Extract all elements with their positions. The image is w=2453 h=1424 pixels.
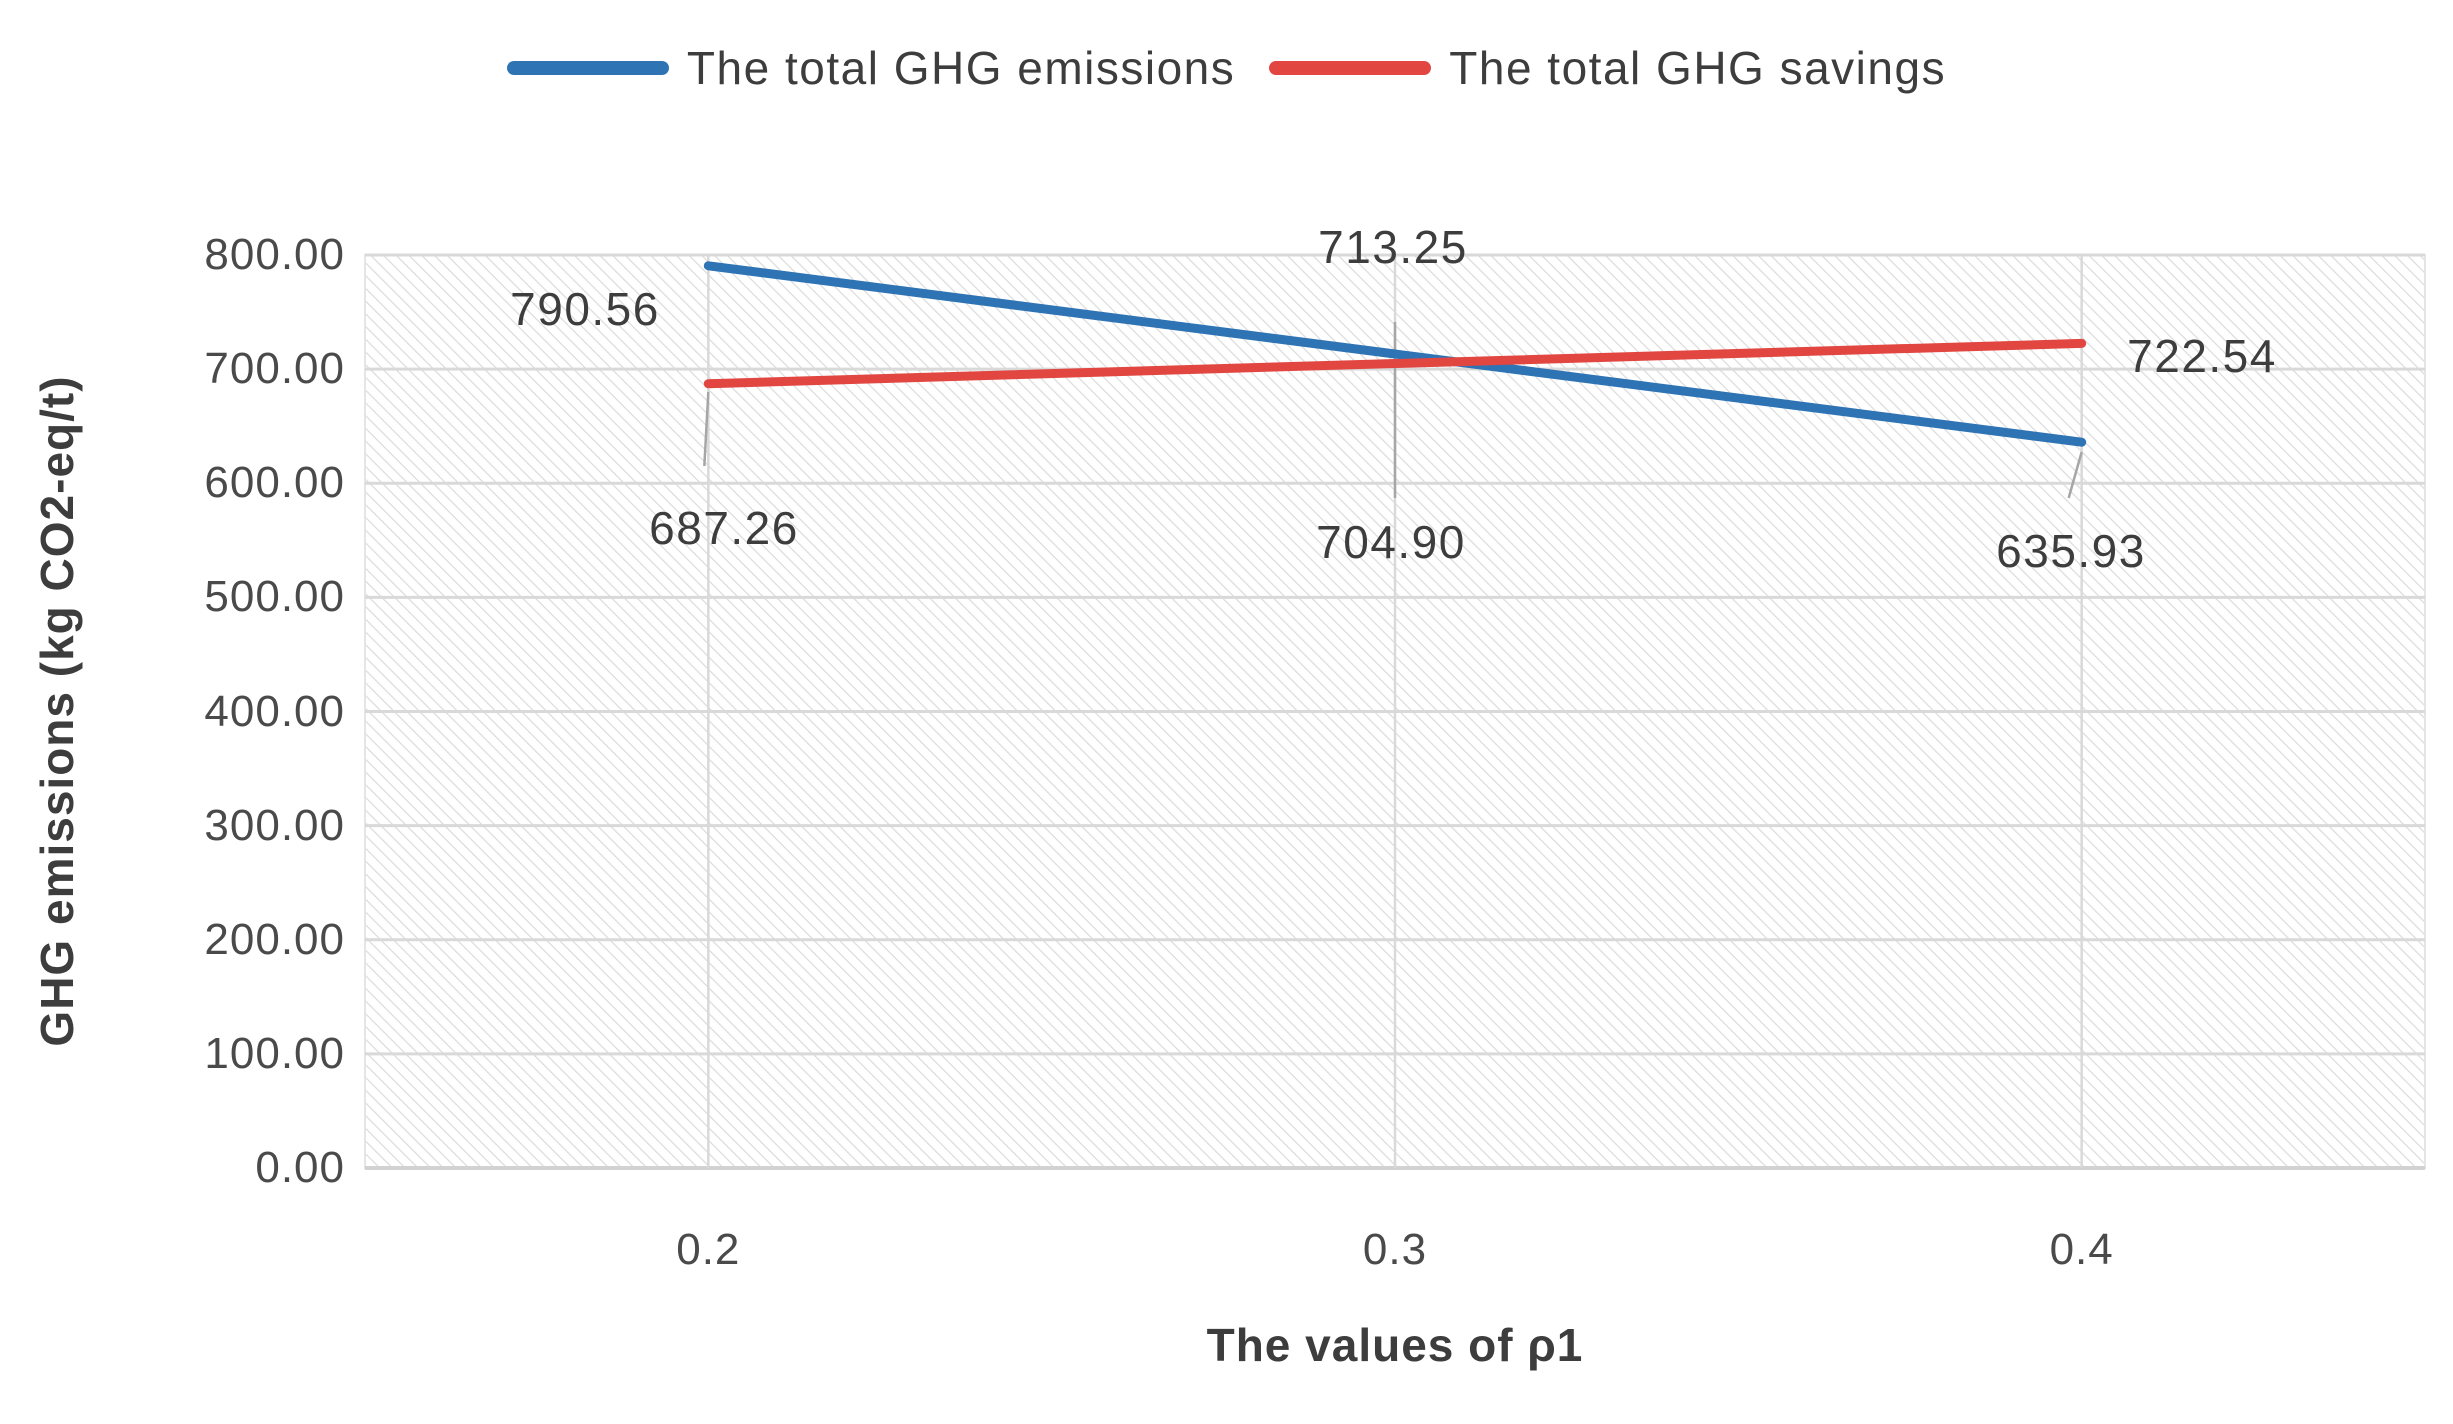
y-tick-label: 500.00 xyxy=(204,572,345,622)
legend-label-savings: The total GHG savings xyxy=(1449,42,1947,94)
y-tick-label: 400.00 xyxy=(204,686,345,736)
legend-label-emissions: The total GHG emissions xyxy=(686,42,1236,94)
y-tick-label: 200.00 xyxy=(204,914,345,964)
data-label: 704.90 xyxy=(1316,516,1466,568)
y-tick-label: 100.00 xyxy=(204,1028,345,1078)
y-tick-label: 0.00 xyxy=(255,1143,345,1192)
x-tick-label: 0.3 xyxy=(1362,1225,1428,1274)
y-tick-label: 800.00 xyxy=(204,230,345,279)
x-axis-title: The values of ρ1 xyxy=(1206,1319,1584,1371)
x-tick-label: 0.2 xyxy=(676,1225,741,1274)
legend-item-total-ghg-savings: The total GHG savings xyxy=(1269,38,1946,98)
data-label: 687.26 xyxy=(649,502,799,554)
y-tick-label: 300.00 xyxy=(204,800,345,850)
y-tick-label: 600.00 xyxy=(204,458,345,508)
data-label: 790.56 xyxy=(510,283,660,335)
x-tick-label: 0.4 xyxy=(2049,1225,2114,1274)
data-label: 713.25 xyxy=(1318,221,1468,273)
data-label: 722.54 xyxy=(2127,330,2277,382)
legend-line-swatch-emissions xyxy=(506,61,669,75)
y-tick-label: 700.00 xyxy=(204,344,345,394)
chart-legend: The total GHG emissions The total GHG sa… xyxy=(0,38,2453,98)
data-label: 635.93 xyxy=(1996,525,2146,577)
legend-line-swatch-savings xyxy=(1269,61,1432,75)
legend-item-total-ghg-emissions: The total GHG emissions xyxy=(506,38,1236,98)
